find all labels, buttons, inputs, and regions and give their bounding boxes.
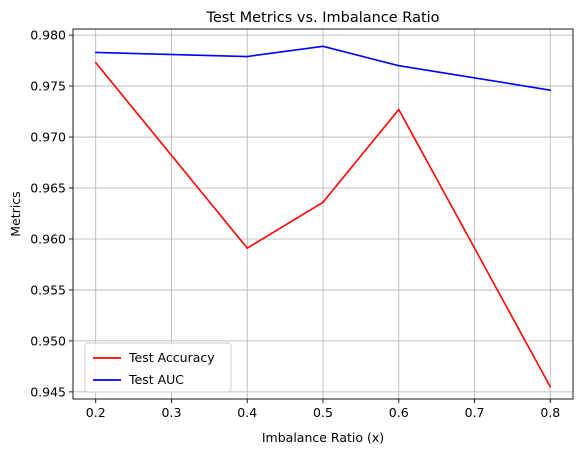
- x-tick-label: 0.4: [237, 405, 257, 420]
- legend-label-accuracy: Test Accuracy: [128, 350, 215, 365]
- series-lines: [94, 45, 552, 388]
- data-point-0-4: [549, 385, 552, 388]
- data-point-0-2: [322, 201, 324, 204]
- x-tick-label: 0.8: [540, 405, 560, 420]
- legend: Test Accuracy Test AUC: [84, 342, 232, 393]
- legend-label-auc: Test AUC: [128, 372, 184, 387]
- y-axis-label: Metrics: [8, 191, 23, 236]
- grid-lines: [73, 29, 573, 399]
- data-point-1-2: [322, 45, 324, 48]
- x-tick-label: 0.3: [162, 405, 182, 420]
- x-tick-label: 0.2: [86, 405, 106, 420]
- x-tick-label: 0.5: [313, 405, 333, 420]
- data-point-1-1: [246, 55, 249, 58]
- x-tick-label: 0.7: [465, 405, 485, 420]
- y-tick-label: 0.965: [30, 181, 66, 196]
- axis-ticks: 0.2 0.3 0.4 0.5 0.6 0.7 0.8 0.945 0.950 0.955 0.96…: [30, 28, 560, 420]
- y-tick-label: 0.945: [30, 384, 66, 399]
- legend-box: [84, 342, 232, 393]
- data-point-0-3: [397, 108, 400, 111]
- y-tick-label: 0.975: [30, 79, 66, 94]
- y-tick-label: 0.955: [30, 282, 66, 297]
- data-point-0-0: [94, 61, 97, 64]
- x-tick-label: 0.6: [389, 405, 409, 420]
- data-point-1-3: [397, 64, 400, 67]
- data-point-1-0: [94, 51, 97, 54]
- x-axis-label: Imbalance Ratio (x): [262, 430, 384, 445]
- data-point-1-4: [549, 89, 552, 91]
- y-tick-label: 0.980: [30, 28, 66, 43]
- chart-title: Test Metrics vs. Imbalance Ratio: [205, 10, 439, 26]
- y-tick-label: 0.950: [30, 333, 66, 348]
- y-tick-label: 0.970: [30, 130, 66, 145]
- data-point-0-1: [246, 247, 249, 249]
- y-tick-label: 0.960: [30, 231, 66, 246]
